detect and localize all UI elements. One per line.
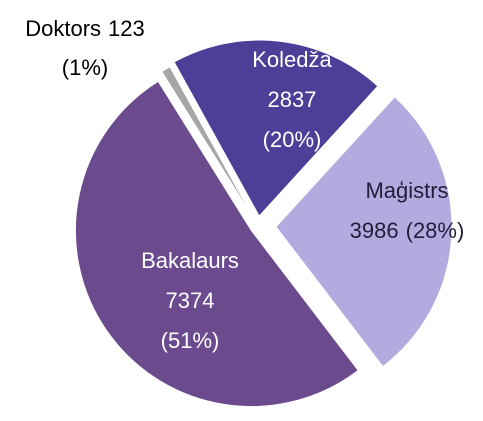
label-part: (20%) <box>263 127 322 152</box>
label-part: 2837 <box>268 87 317 112</box>
label-part: 3986 <box>350 218 399 243</box>
data-label: 7374 <box>166 288 215 313</box>
data-label: (51%) <box>161 328 220 353</box>
data-label: Maģistrs <box>365 178 448 203</box>
pie-slice <box>275 96 453 368</box>
label-part: (51%) <box>161 328 220 353</box>
data-label: (1%) <box>62 55 108 80</box>
data-label: Doktors 123 <box>25 16 145 41</box>
data-label: Bakalaurs <box>141 248 239 273</box>
data-label: 3986 (28%) <box>350 218 465 243</box>
label-part: Koledža <box>252 47 332 72</box>
pie-slice <box>173 39 379 217</box>
label-part: Bakalaurs <box>141 248 239 273</box>
label-part: Maģistrs <box>365 178 448 203</box>
pie-slice <box>161 66 256 222</box>
label-part: (28%) <box>406 218 465 243</box>
label-part: Doktors <box>25 16 101 41</box>
data-label: Koledža <box>252 47 332 72</box>
data-label: 2837 <box>268 87 317 112</box>
label-part: 7374 <box>166 288 215 313</box>
label-part: 123 <box>108 16 145 41</box>
label-part: (1%) <box>62 55 108 80</box>
pie-slice <box>74 80 359 407</box>
data-label: (20%) <box>263 127 322 152</box>
